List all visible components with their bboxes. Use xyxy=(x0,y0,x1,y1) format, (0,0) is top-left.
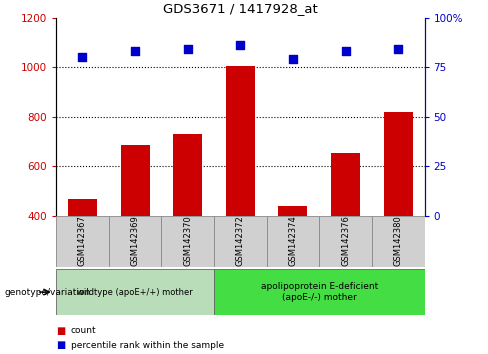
Text: apolipoprotein E-deficient
(apoE-/-) mother: apolipoprotein E-deficient (apoE-/-) mot… xyxy=(261,282,378,302)
Text: percentile rank within the sample: percentile rank within the sample xyxy=(71,341,224,350)
Bar xyxy=(68,199,97,216)
Bar xyxy=(109,216,162,267)
Point xyxy=(79,55,86,60)
Text: GSM142370: GSM142370 xyxy=(183,215,192,266)
Text: wildtype (apoE+/+) mother: wildtype (apoE+/+) mother xyxy=(77,287,193,297)
Point xyxy=(237,42,244,48)
Text: GSM142374: GSM142374 xyxy=(288,215,298,266)
Text: GSM142367: GSM142367 xyxy=(78,215,87,266)
Point xyxy=(184,47,192,52)
Bar xyxy=(162,216,214,267)
Text: GSM142372: GSM142372 xyxy=(236,215,245,266)
Point xyxy=(131,48,139,54)
Text: GSM142369: GSM142369 xyxy=(131,215,140,266)
Text: ■: ■ xyxy=(56,340,65,350)
Text: genotype/variation: genotype/variation xyxy=(5,287,91,297)
Bar xyxy=(173,134,202,216)
Text: count: count xyxy=(71,326,97,336)
Text: GSM142376: GSM142376 xyxy=(341,215,350,266)
Bar xyxy=(56,269,214,315)
Bar xyxy=(384,112,413,216)
Bar xyxy=(121,145,149,216)
Bar xyxy=(214,216,266,267)
Bar xyxy=(331,153,360,216)
Point xyxy=(394,47,402,52)
Point xyxy=(289,57,297,62)
Bar xyxy=(319,216,372,267)
Title: GDS3671 / 1417928_at: GDS3671 / 1417928_at xyxy=(163,2,318,15)
Text: GSM142380: GSM142380 xyxy=(394,215,403,266)
Bar xyxy=(226,66,255,216)
Bar xyxy=(214,269,425,315)
Bar xyxy=(279,206,307,216)
Point xyxy=(342,48,349,54)
Bar xyxy=(266,216,319,267)
Text: ■: ■ xyxy=(56,326,65,336)
Bar xyxy=(372,216,425,267)
Bar xyxy=(56,216,109,267)
